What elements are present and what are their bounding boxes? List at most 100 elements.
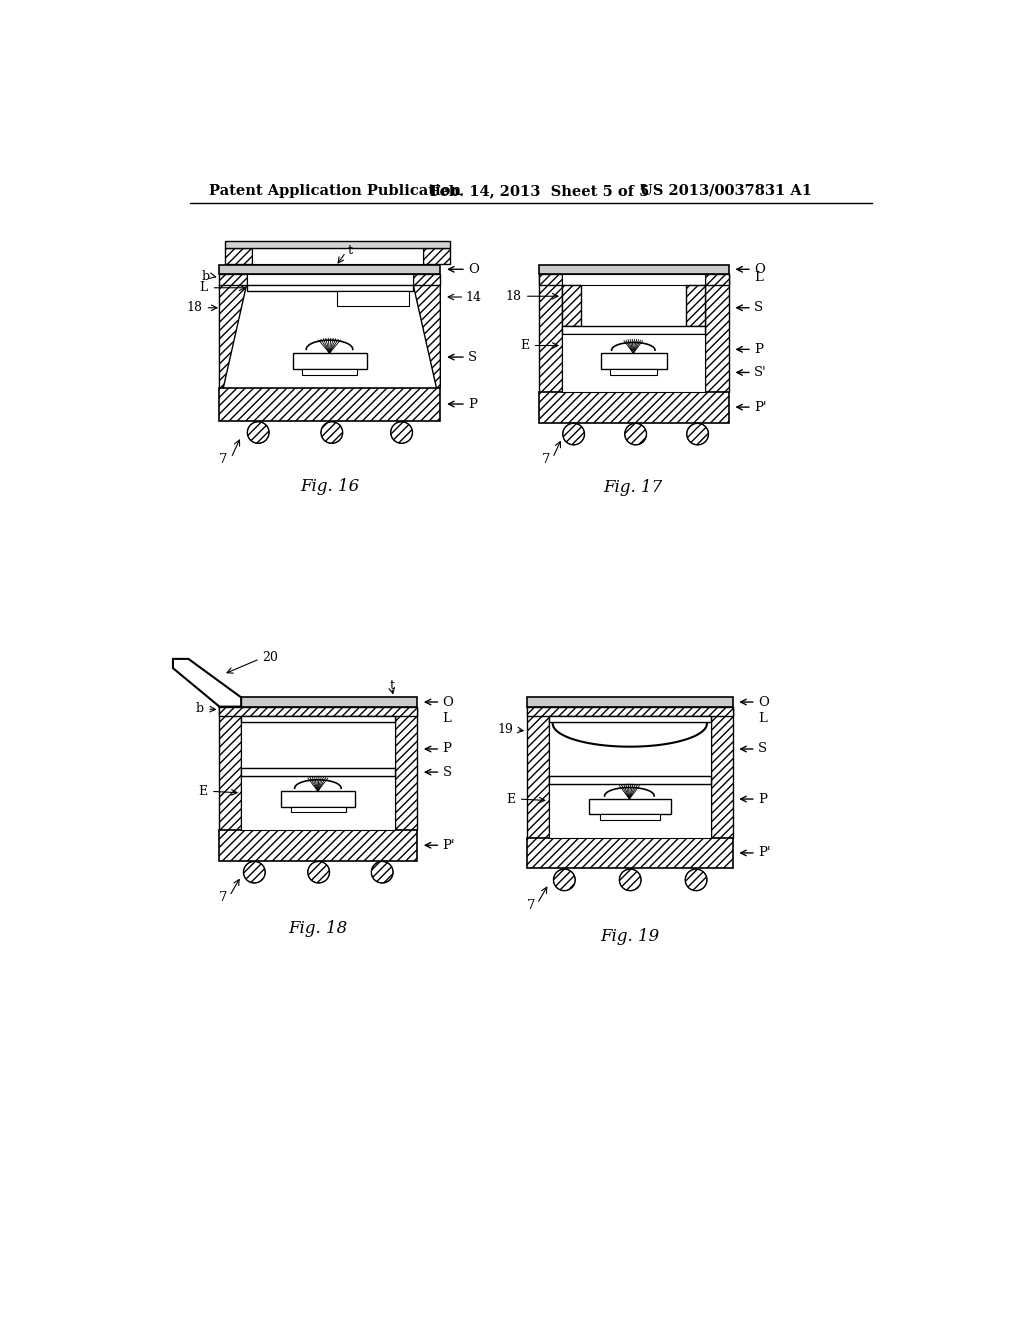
Text: O: O: [758, 696, 769, 709]
Text: Patent Application Publication: Patent Application Publication: [209, 183, 462, 198]
Circle shape: [372, 862, 393, 883]
Polygon shape: [219, 285, 247, 388]
Text: 20: 20: [262, 651, 278, 664]
Circle shape: [248, 422, 269, 444]
Text: L: L: [200, 281, 208, 294]
Text: US 2013/0037831 A1: US 2013/0037831 A1: [640, 183, 811, 198]
Text: S: S: [468, 351, 477, 363]
Text: P: P: [758, 792, 767, 805]
Bar: [527, 697, 732, 706]
Bar: [225, 248, 252, 264]
Circle shape: [687, 424, 709, 445]
Text: 7: 7: [219, 891, 227, 904]
Text: O: O: [442, 696, 454, 709]
Text: E: E: [507, 792, 515, 805]
Text: 19: 19: [498, 723, 513, 737]
Text: 18: 18: [506, 289, 521, 302]
Bar: [527, 838, 732, 869]
Text: L: L: [758, 713, 767, 726]
Text: 18: 18: [186, 301, 203, 314]
Text: t: t: [390, 680, 395, 693]
Bar: [395, 706, 417, 830]
Bar: [252, 248, 423, 264]
Bar: [706, 275, 729, 285]
Text: Feb. 14, 2013  Sheet 5 of 5: Feb. 14, 2013 Sheet 5 of 5: [430, 183, 649, 198]
Bar: [241, 768, 395, 776]
Bar: [539, 264, 729, 275]
Polygon shape: [173, 659, 241, 706]
Polygon shape: [686, 285, 706, 326]
Bar: [247, 275, 414, 285]
Bar: [610, 368, 657, 375]
Text: 7: 7: [219, 453, 227, 466]
Text: t: t: [347, 244, 352, 257]
Bar: [225, 240, 450, 248]
Circle shape: [620, 869, 641, 891]
Bar: [562, 326, 706, 334]
Text: P: P: [468, 397, 477, 411]
Bar: [562, 275, 706, 285]
Text: b: b: [196, 702, 204, 715]
Text: S': S': [755, 366, 767, 379]
Text: P: P: [755, 343, 763, 356]
Text: Fig. 17: Fig. 17: [604, 479, 663, 496]
Text: 7: 7: [526, 899, 535, 912]
Bar: [337, 290, 410, 306]
Bar: [282, 792, 355, 807]
Bar: [219, 275, 247, 285]
Text: O: O: [468, 263, 479, 276]
Bar: [241, 776, 395, 830]
Polygon shape: [562, 285, 582, 326]
Bar: [549, 784, 711, 838]
Bar: [219, 697, 417, 706]
Text: S: S: [758, 742, 767, 755]
Bar: [549, 715, 711, 722]
Text: S: S: [755, 301, 763, 314]
Bar: [527, 706, 549, 838]
Bar: [247, 285, 414, 290]
Bar: [219, 264, 440, 275]
Circle shape: [308, 862, 330, 883]
Text: Fig. 19: Fig. 19: [600, 928, 659, 945]
Bar: [539, 275, 562, 392]
Bar: [527, 706, 732, 715]
Bar: [549, 776, 711, 784]
Text: 7: 7: [542, 453, 550, 466]
Bar: [219, 706, 241, 830]
Text: P: P: [442, 742, 452, 755]
Circle shape: [685, 869, 707, 891]
Bar: [219, 388, 440, 421]
Text: E: E: [199, 785, 208, 797]
Bar: [423, 248, 450, 264]
Bar: [549, 722, 711, 776]
Bar: [589, 799, 671, 814]
Text: Fig. 18: Fig. 18: [288, 920, 347, 937]
Bar: [711, 706, 732, 838]
Circle shape: [321, 422, 343, 444]
Bar: [219, 830, 417, 861]
Bar: [539, 275, 562, 285]
Text: Fig. 16: Fig. 16: [300, 478, 359, 495]
Text: L: L: [755, 271, 763, 284]
Bar: [293, 354, 367, 368]
Text: 14: 14: [466, 290, 482, 304]
Bar: [291, 807, 346, 812]
Text: b: b: [202, 269, 210, 282]
Text: P': P': [758, 846, 771, 859]
Bar: [219, 706, 417, 715]
Bar: [241, 715, 395, 722]
Bar: [539, 392, 729, 422]
Polygon shape: [414, 285, 440, 388]
Bar: [241, 722, 395, 768]
Circle shape: [563, 424, 585, 445]
Bar: [706, 275, 729, 392]
Text: P': P': [442, 838, 456, 851]
Circle shape: [391, 422, 413, 444]
Text: P': P': [755, 400, 767, 413]
Bar: [302, 368, 357, 375]
Bar: [562, 334, 706, 392]
Text: S: S: [442, 766, 452, 779]
Bar: [601, 354, 667, 368]
Circle shape: [554, 869, 575, 891]
Circle shape: [244, 862, 265, 883]
